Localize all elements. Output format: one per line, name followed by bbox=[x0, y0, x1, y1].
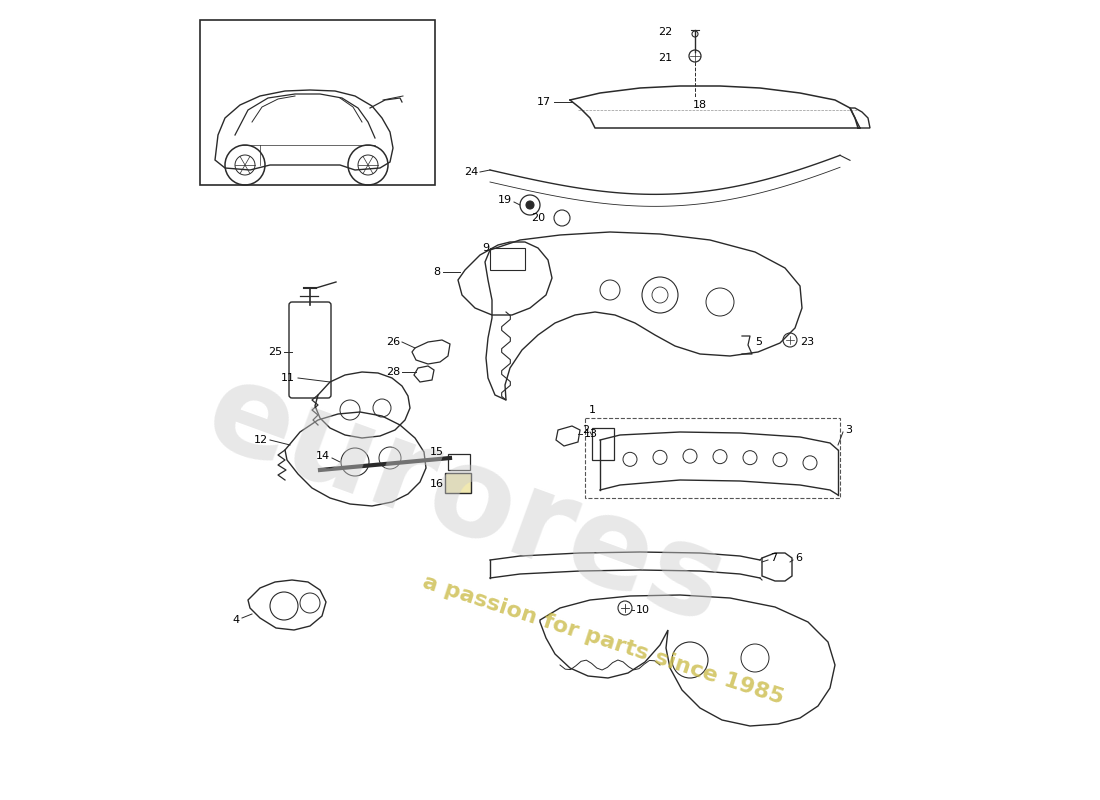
Text: 19: 19 bbox=[498, 195, 512, 205]
Text: 6: 6 bbox=[795, 553, 802, 563]
Bar bbox=[446, 473, 471, 493]
Text: 20: 20 bbox=[531, 213, 544, 223]
Text: 9: 9 bbox=[482, 243, 490, 253]
Text: 12: 12 bbox=[254, 435, 268, 445]
Text: 23: 23 bbox=[800, 337, 814, 347]
Text: 5: 5 bbox=[755, 337, 762, 347]
Text: 17: 17 bbox=[537, 97, 551, 107]
Text: 18: 18 bbox=[693, 100, 707, 110]
Text: 4: 4 bbox=[233, 615, 240, 625]
Text: eurores: eurores bbox=[190, 350, 740, 650]
FancyBboxPatch shape bbox=[289, 302, 331, 398]
Text: a passion for parts since 1985: a passion for parts since 1985 bbox=[420, 572, 786, 708]
Text: 10: 10 bbox=[636, 605, 650, 615]
Text: 15: 15 bbox=[430, 447, 444, 457]
Bar bbox=[592, 428, 614, 460]
Bar bbox=[585, 418, 840, 498]
Bar bbox=[448, 454, 470, 470]
Text: 24: 24 bbox=[464, 167, 478, 177]
Bar bbox=[490, 248, 525, 270]
Text: 3: 3 bbox=[845, 425, 853, 435]
Text: 26: 26 bbox=[386, 337, 400, 347]
Text: 22: 22 bbox=[658, 27, 672, 37]
Text: 2: 2 bbox=[582, 425, 588, 435]
Text: 7: 7 bbox=[770, 553, 777, 563]
Text: 16: 16 bbox=[430, 479, 444, 489]
Text: 8: 8 bbox=[433, 267, 440, 277]
Text: 25: 25 bbox=[268, 347, 282, 357]
Circle shape bbox=[526, 201, 534, 209]
Text: 1: 1 bbox=[588, 405, 596, 415]
Text: 13: 13 bbox=[584, 429, 598, 439]
Text: 28: 28 bbox=[386, 367, 400, 377]
Bar bbox=[200, 20, 434, 185]
Text: 11: 11 bbox=[280, 373, 295, 383]
Text: 21: 21 bbox=[658, 53, 672, 63]
Text: 14: 14 bbox=[316, 451, 330, 461]
